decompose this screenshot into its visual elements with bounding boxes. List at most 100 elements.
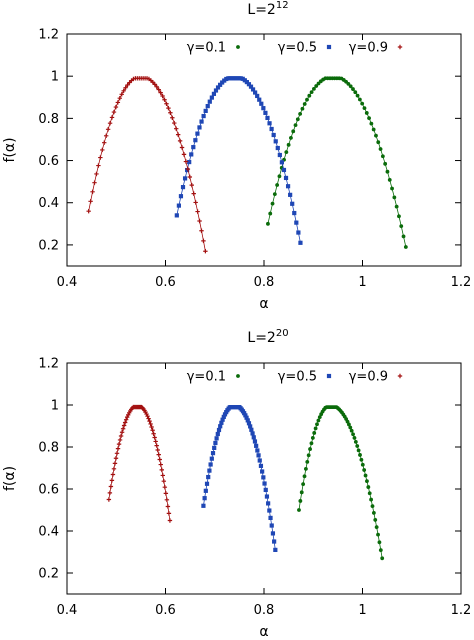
- data-point: [183, 159, 189, 164]
- data-point: [244, 79, 249, 85]
- data-point: [217, 82, 223, 87]
- data-point: [168, 110, 173, 115]
- data-point: [260, 469, 265, 474]
- data-point: [160, 93, 165, 99]
- data-point: [193, 138, 198, 143]
- data-point: [152, 82, 158, 87]
- data-point: [371, 511, 376, 515]
- data-point: [285, 184, 291, 189]
- data-point: [370, 504, 375, 509]
- data-point: [212, 445, 217, 451]
- data-point: [367, 116, 371, 121]
- data-point: [102, 140, 107, 145]
- data-point: [107, 120, 113, 126]
- data-point: [279, 160, 285, 165]
- legend-label: γ=0.5: [278, 370, 317, 385]
- data-point: [258, 463, 264, 468]
- data-point: [357, 97, 362, 102]
- data-point: [178, 194, 184, 199]
- data-point: [250, 87, 256, 92]
- series-3: [86, 76, 208, 254]
- data-point: [154, 84, 159, 89]
- data-point: [117, 95, 122, 101]
- data-point: [197, 218, 202, 224]
- data-point: [185, 167, 190, 173]
- data-point: [261, 106, 266, 111]
- data-point: [298, 240, 303, 245]
- x-tick-label: 1.2: [451, 603, 472, 618]
- data-point: [162, 484, 168, 490]
- data-point: [166, 511, 172, 516]
- chart-title-base: L=2: [247, 330, 275, 346]
- data-point: [362, 106, 367, 111]
- data-point: [201, 238, 206, 244]
- x-tick-label: 0.8: [254, 603, 275, 618]
- data-point: [115, 100, 121, 105]
- y-axis-label: f(α): [2, 466, 18, 491]
- data-point: [295, 117, 300, 122]
- data-point: [351, 432, 355, 437]
- legend-label: γ=0.1: [187, 370, 226, 385]
- data-point: [185, 166, 191, 172]
- data-point: [359, 457, 364, 462]
- y-tick-label: 0.4: [38, 196, 59, 211]
- data-point: [378, 548, 383, 553]
- data-point: [114, 451, 120, 456]
- data-point: [394, 204, 399, 209]
- y-tick-label: 1: [51, 399, 59, 414]
- data-point: [179, 145, 185, 150]
- data-point: [288, 192, 293, 197]
- chart-title-exponent: 20: [276, 328, 289, 339]
- data-point: [150, 428, 155, 433]
- data-point: [193, 200, 198, 205]
- data-point: [174, 126, 179, 131]
- data-point: [259, 101, 264, 106]
- data-point: [294, 220, 299, 225]
- data-point: [176, 203, 181, 208]
- data-point: [369, 497, 374, 502]
- data-point: [306, 453, 311, 458]
- data-point: [153, 439, 158, 444]
- data-point: [163, 491, 169, 496]
- data-point: [250, 431, 255, 436]
- chart-panel-1: L=212 0.4 0.6 0.8 1 1.2 0.2 0.4 0.6 0.8 1 1.2 α f(α) γ…: [2, 0, 471, 312]
- data-point: [125, 82, 130, 88]
- data-point: [203, 488, 208, 493]
- data-point: [202, 496, 207, 501]
- data-point: [182, 176, 188, 181]
- data-point: [107, 490, 113, 496]
- data-point: [315, 422, 319, 427]
- data-point: [100, 147, 105, 153]
- data-point: [115, 446, 121, 451]
- series-line: [298, 406, 383, 559]
- data-point: [310, 436, 315, 440]
- data-point: [298, 499, 303, 503]
- data-point: [148, 421, 153, 427]
- data-point: [86, 208, 91, 214]
- chart-title: L=220: [247, 328, 288, 346]
- data-point: [105, 127, 111, 132]
- data-point: [270, 201, 275, 206]
- data-point: [353, 90, 358, 95]
- plot-frame: [66, 33, 462, 267]
- data-point: [103, 133, 109, 139]
- data-point: [156, 87, 161, 92]
- data-point: [255, 448, 260, 453]
- data-point: [191, 145, 196, 150]
- data-point: [298, 111, 303, 116]
- data-point: [377, 540, 382, 545]
- legend-marker: [236, 45, 240, 49]
- data-point: [203, 108, 208, 114]
- data-point: [187, 174, 193, 180]
- data-point: [374, 525, 379, 530]
- y-tick-label: 0.4: [38, 525, 59, 540]
- data-point: [349, 428, 354, 433]
- data-point: [307, 93, 312, 98]
- data-point: [346, 81, 351, 86]
- chart-title: L=212: [247, 0, 288, 18]
- data-point: [358, 453, 362, 457]
- data-point: [154, 443, 159, 448]
- data-point: [199, 228, 204, 233]
- data-point: [207, 468, 212, 473]
- data-point: [216, 427, 222, 433]
